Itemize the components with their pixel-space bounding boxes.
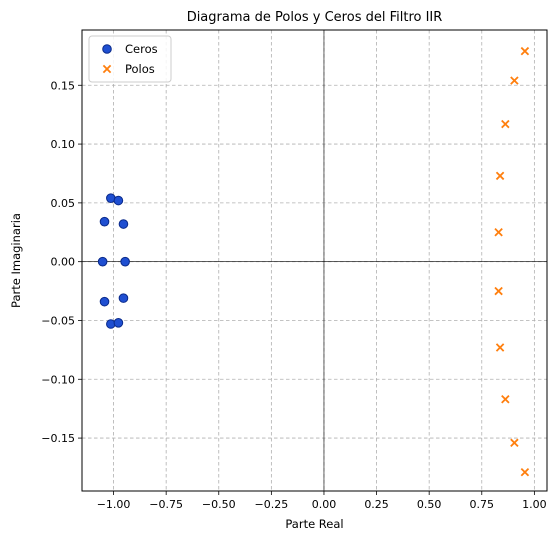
x-tick-label: 0.75 [470, 498, 495, 511]
y-tick-label: −0.15 [41, 432, 75, 445]
legend-label-polos: Polos [125, 62, 155, 76]
legend-swatch [102, 64, 112, 74]
x-tick-label: 0.50 [417, 498, 442, 511]
legend-label-ceros: Ceros [125, 42, 158, 56]
y-tick-label: −0.05 [41, 314, 75, 327]
x-marker-stroke [520, 46, 530, 56]
y-tick-label: 0.00 [51, 256, 76, 269]
polos-point [494, 286, 503, 296]
legend-marker-ceros [102, 44, 112, 54]
x-axis-label: Parte Real [285, 517, 343, 531]
ceros-point [118, 219, 129, 229]
x-tick-label: 0.25 [364, 498, 389, 511]
x-tick-label: −1.00 [97, 498, 131, 511]
x-tick-label: 0.00 [312, 498, 337, 511]
plot-frame [81, 29, 548, 492]
polos-point [510, 438, 519, 448]
polos-point [520, 46, 530, 56]
x-marker-stroke [495, 171, 505, 181]
ceros-point [120, 256, 130, 267]
ceros-point [113, 195, 124, 206]
x-tick-label: −0.50 [202, 498, 236, 511]
x-marker-stroke [494, 228, 503, 237]
x-marker-stroke [510, 76, 519, 85]
x-marker-stroke [494, 286, 503, 296]
polos-point [494, 228, 503, 237]
ceros-point [113, 318, 124, 328]
polos-point [510, 76, 519, 85]
polos-point [501, 119, 510, 129]
polos-point [501, 395, 510, 404]
zero-reference-lines [82, 30, 547, 491]
x-tick-label: −0.25 [255, 498, 289, 511]
legend-marker-polos [102, 64, 112, 74]
polos-point [495, 343, 505, 352]
data-points [97, 46, 530, 477]
x-tick-label: 1.00 [522, 498, 547, 511]
x-marker-stroke [501, 119, 510, 129]
ticks: −1.00 −0.75 −0.50 −0.25 0.00 0.25 0.50 0.75 1.00… [41, 79, 546, 511]
y-tick-label: −0.10 [41, 373, 75, 386]
ceros-point [99, 296, 110, 307]
ceros-point [99, 216, 110, 227]
polos-point [495, 171, 505, 181]
grid [82, 30, 547, 491]
polos-point [520, 467, 530, 477]
ceros-point [97, 256, 108, 267]
x-marker-stroke [102, 64, 112, 74]
ceros-point [118, 293, 129, 303]
x-marker-stroke [510, 438, 519, 448]
legend: Ceros Polos [88, 35, 172, 83]
y-axis-label: Parte Imaginaria [9, 213, 23, 308]
y-tick-label: 0.05 [51, 197, 76, 210]
y-tick-label: 0.10 [51, 138, 76, 151]
y-tick-label: 0.15 [51, 79, 76, 92]
chart-title: Diagrama de Polos y Ceros del Filtro IIR [187, 10, 443, 25]
x-marker-stroke [495, 343, 505, 352]
legend-swatch [102, 44, 112, 54]
x-marker-stroke [520, 467, 530, 477]
x-marker-stroke [501, 395, 510, 404]
x-tick-label: −0.75 [149, 498, 183, 511]
